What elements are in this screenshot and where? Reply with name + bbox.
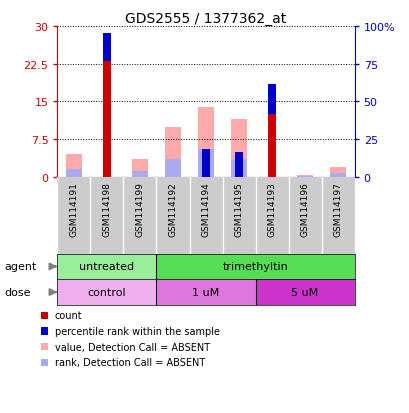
Bar — [57, 254, 156, 280]
Bar — [230, 160, 247, 178]
Bar — [235, 152, 242, 178]
Bar — [103, 62, 110, 178]
Text: 5 uM: 5 uM — [291, 287, 318, 297]
Bar — [329, 168, 346, 178]
Bar — [103, 34, 110, 62]
Bar — [268, 85, 275, 115]
Bar — [197, 107, 214, 178]
Text: GSM114191: GSM114191 — [69, 181, 78, 236]
Text: GSM114195: GSM114195 — [234, 181, 243, 236]
Text: trimethyltin: trimethyltin — [222, 262, 288, 272]
Bar — [296, 177, 312, 178]
Text: percentile rank within the sample: percentile rank within the sample — [54, 326, 219, 336]
Bar — [131, 171, 148, 178]
Text: 1 uM: 1 uM — [192, 287, 219, 297]
Bar — [65, 170, 82, 178]
Bar — [156, 254, 354, 280]
Bar — [329, 174, 346, 178]
Text: GSM114196: GSM114196 — [300, 181, 309, 236]
Text: count: count — [54, 311, 82, 320]
Text: GSM114194: GSM114194 — [201, 181, 210, 236]
Text: untreated: untreated — [79, 262, 134, 272]
Bar — [164, 127, 181, 178]
Text: dose: dose — [4, 287, 31, 297]
Text: rank, Detection Call = ABSENT: rank, Detection Call = ABSENT — [54, 358, 204, 368]
Bar — [255, 280, 354, 305]
Text: agent: agent — [4, 262, 36, 272]
Text: GSM114197: GSM114197 — [333, 181, 342, 236]
Bar — [164, 160, 181, 178]
Bar — [230, 120, 247, 178]
Text: control: control — [88, 287, 126, 297]
Bar — [131, 160, 148, 178]
Text: GSM114193: GSM114193 — [267, 181, 276, 236]
Bar — [57, 280, 156, 305]
Text: GSM114198: GSM114198 — [102, 181, 111, 236]
Bar — [156, 280, 255, 305]
Text: value, Detection Call = ABSENT: value, Detection Call = ABSENT — [54, 342, 209, 352]
Bar — [268, 115, 275, 178]
Text: GSM114192: GSM114192 — [168, 181, 177, 236]
Title: GDS2555 / 1377362_at: GDS2555 / 1377362_at — [125, 12, 286, 26]
Bar — [197, 150, 214, 178]
Text: GSM114199: GSM114199 — [135, 181, 144, 236]
Bar — [65, 155, 82, 178]
Bar — [202, 150, 209, 178]
Bar — [296, 175, 312, 178]
